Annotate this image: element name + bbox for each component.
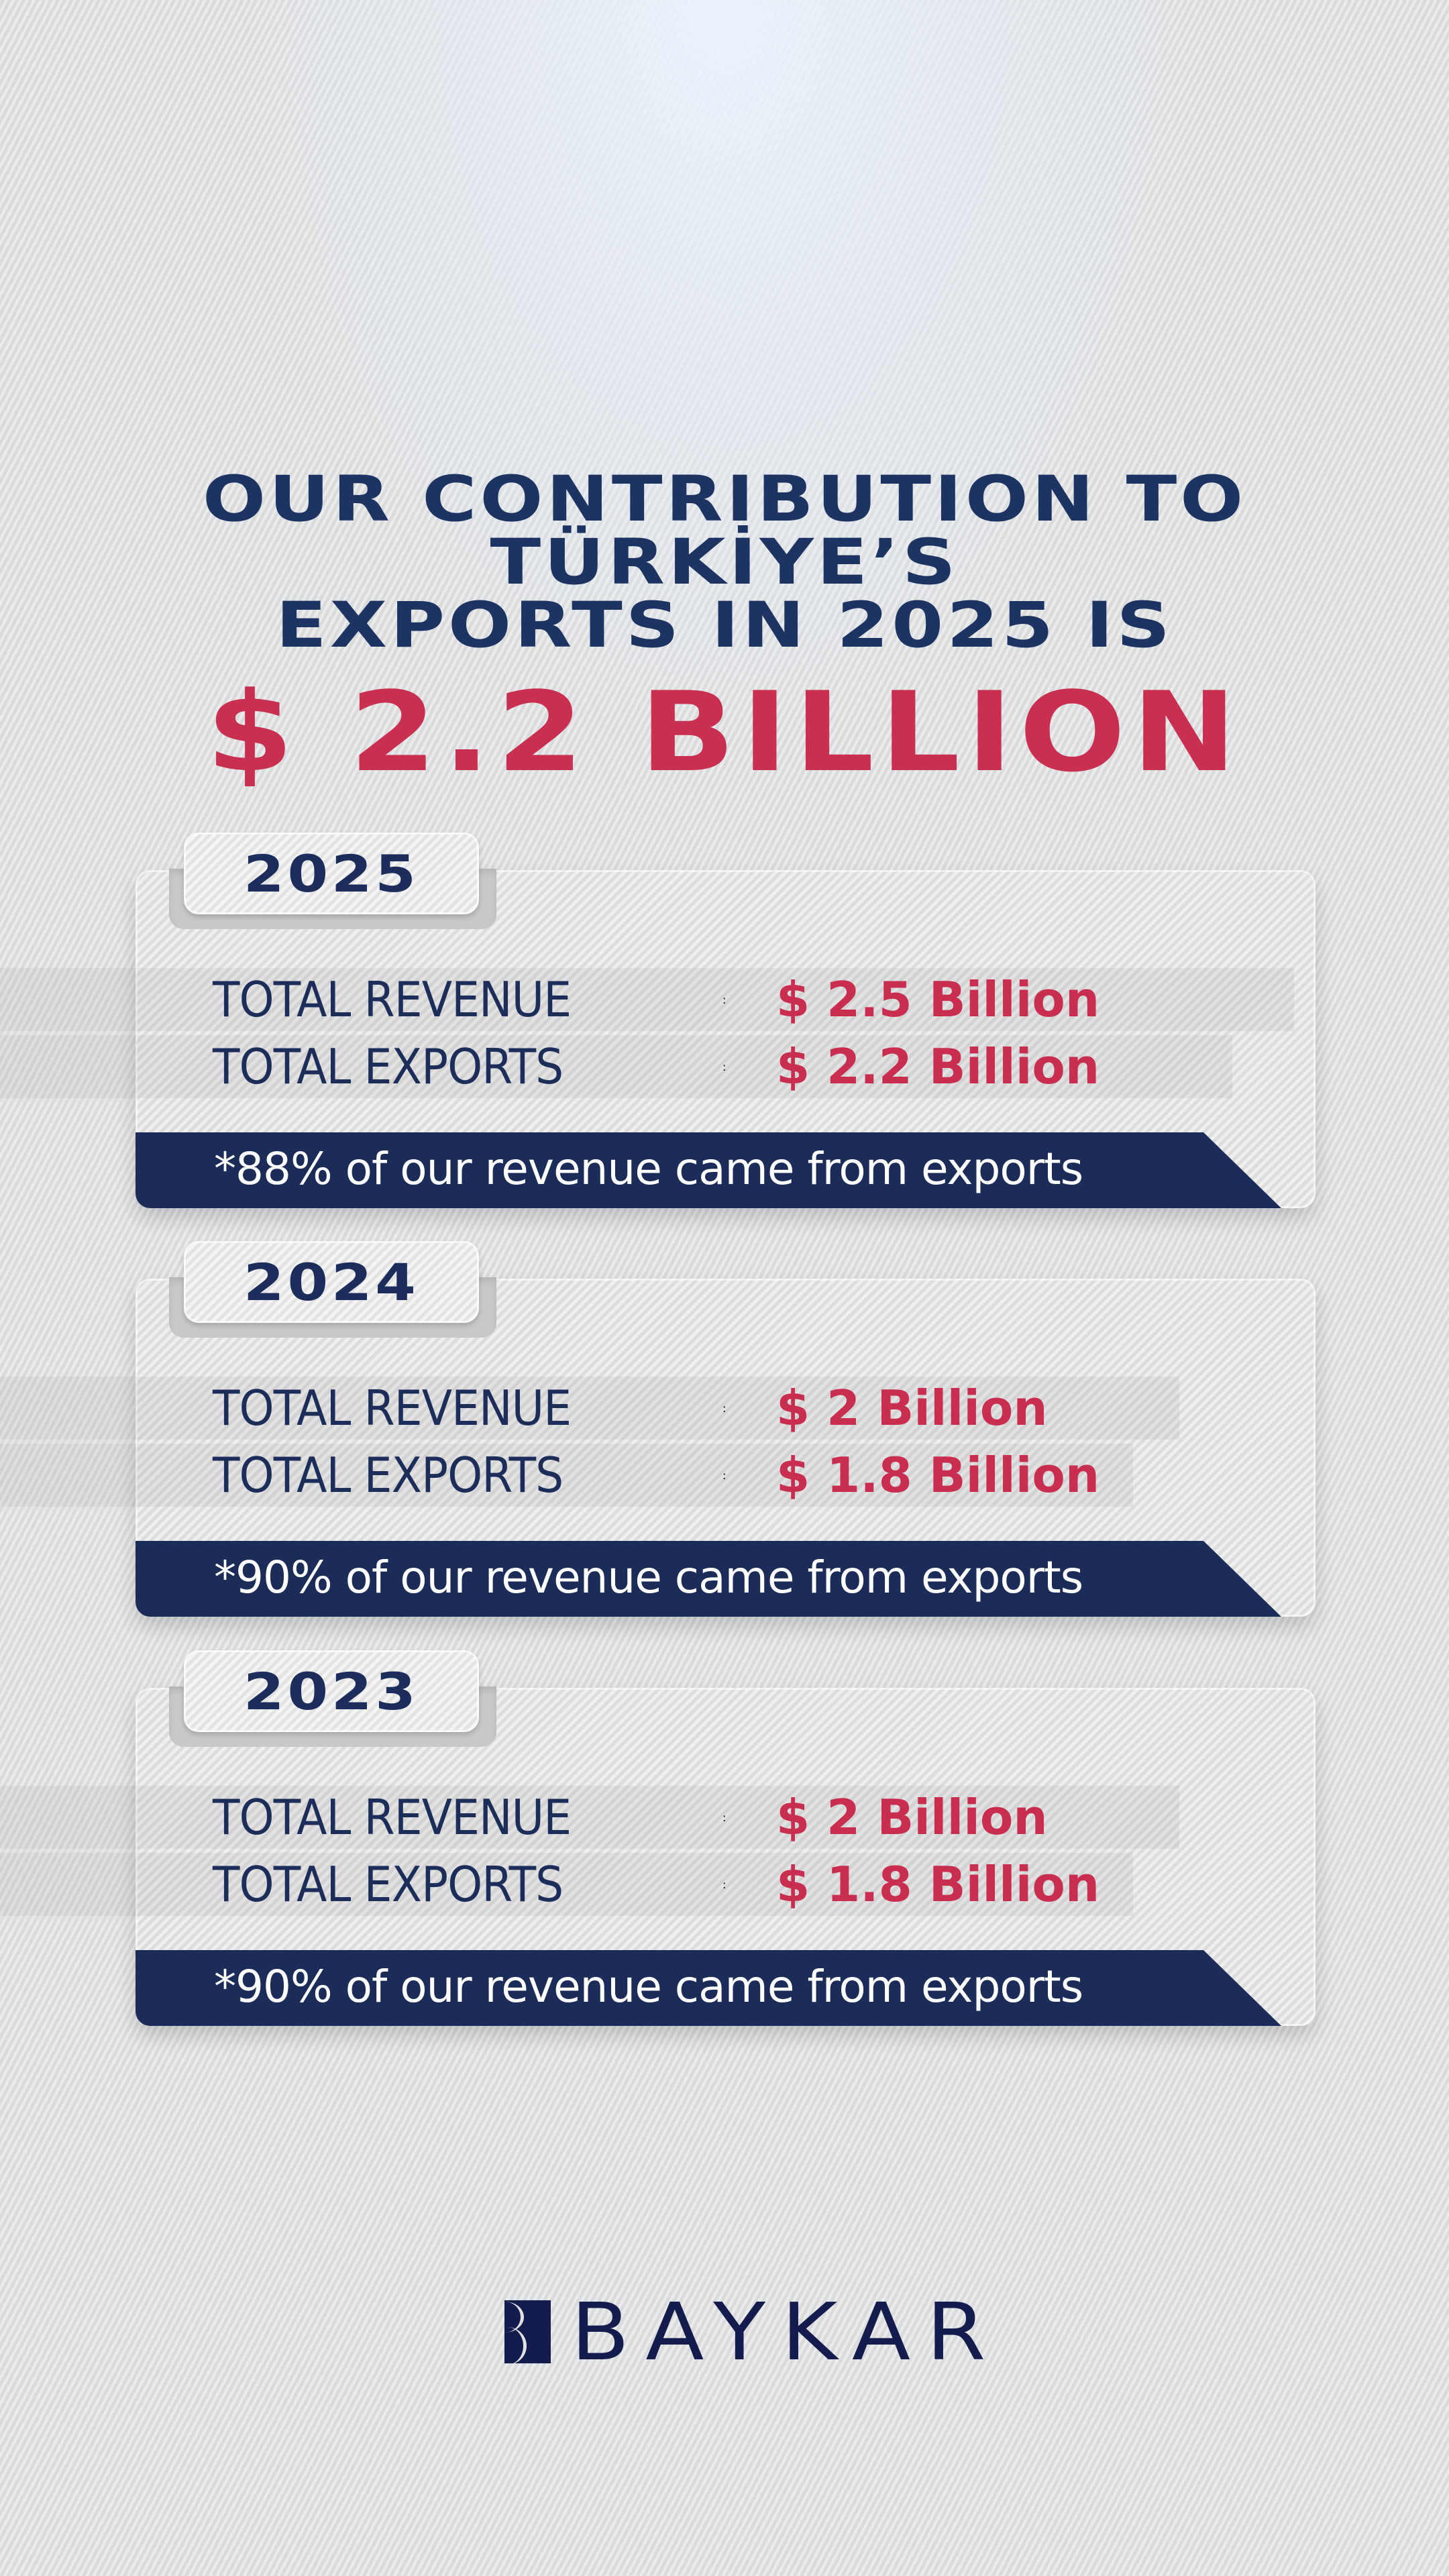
revenue-separator: : — [722, 993, 727, 1006]
year-label: 2024 — [244, 1252, 419, 1312]
revenue-separator: : — [722, 1811, 727, 1824]
export-share-banner: *88% of our revenue came from exports — [136, 1132, 1281, 1208]
exports-stripe-left — [0, 1444, 136, 1511]
exports-value: $ 2.2 Billion — [776, 1038, 1100, 1095]
headline-line-3: EXPORTS IN 2025 IS — [276, 589, 1173, 662]
logo-wordmark: BAYKAR — [571, 2286, 1002, 2378]
revenue-stripe-left — [0, 1786, 136, 1853]
exports-row: TOTAL EXPORTS : $ 1.8 Billion — [213, 1444, 1099, 1507]
revenue-separator: : — [722, 1401, 727, 1415]
headline: OUR CONTRIBUTION TO TÜRKİYE’S EXPORTS IN… — [0, 468, 1449, 657]
year-label: 2025 — [244, 843, 419, 904]
revenue-bar — [136, 1377, 1179, 1440]
year-label: 2023 — [244, 1661, 419, 1721]
exports-label: TOTAL EXPORTS — [213, 1447, 564, 1503]
revenue-stripe-left — [0, 968, 136, 1035]
export-share-banner: *90% of our revenue came from exports — [136, 1950, 1281, 2026]
headline-amount: $ 2.2 BILLION — [206, 668, 1243, 796]
baykar-b-mark-icon — [504, 2300, 551, 2363]
year-tab: 2024 — [184, 1241, 479, 1323]
exports-separator: : — [722, 1468, 727, 1482]
year-tab: 2025 — [184, 833, 479, 914]
revenue-value: $ 2.5 Billion — [776, 971, 1100, 1028]
export-share-note: *90% of our revenue came from exports — [214, 1961, 1083, 2012]
exports-stripe-left — [0, 1035, 136, 1102]
headline-line-1: OUR CONTRIBUTION TO — [202, 463, 1247, 536]
revenue-label: TOTAL REVENUE — [213, 1380, 572, 1436]
baykar-logo: BAYKAR — [504, 2292, 985, 2371]
exports-value: $ 1.8 Billion — [776, 1447, 1100, 1503]
exports-separator: : — [722, 1878, 727, 1891]
revenue-row: TOTAL REVENUE : $ 2.5 Billion — [213, 968, 1099, 1031]
headline-line-2: TÜRKİYE’S — [490, 526, 959, 599]
exports-bar — [136, 1444, 1133, 1507]
export-share-note: *88% of our revenue came from exports — [214, 1143, 1083, 1195]
year-tab: 2023 — [184, 1650, 479, 1732]
revenue-value: $ 2 Billion — [776, 1380, 1048, 1436]
revenue-row: TOTAL REVENUE : $ 2 Billion — [213, 1786, 1048, 1849]
exports-row: TOTAL EXPORTS : $ 2.2 Billion — [213, 1035, 1099, 1098]
revenue-stripe-left — [0, 1377, 136, 1444]
year-card-2023: 2023 TOTAL REVENUE : $ 2 Billion TOTAL E… — [136, 1650, 1316, 2026]
exports-label: TOTAL EXPORTS — [213, 1856, 564, 1913]
exports-value: $ 1.8 Billion — [776, 1856, 1100, 1913]
exports-bar — [136, 1035, 1232, 1098]
export-share-banner: *90% of our revenue came from exports — [136, 1541, 1281, 1617]
revenue-bar — [136, 1786, 1179, 1849]
year-card-2025: 2025 TOTAL REVENUE : $ 2.5 Billion TOTAL… — [136, 833, 1316, 1208]
revenue-label: TOTAL REVENUE — [213, 1789, 572, 1845]
exports-row: TOTAL EXPORTS : $ 1.8 Billion — [213, 1853, 1099, 1916]
revenue-label: TOTAL REVENUE — [213, 971, 572, 1028]
revenue-row: TOTAL REVENUE : $ 2 Billion — [213, 1377, 1048, 1440]
exports-bar — [136, 1853, 1133, 1916]
revenue-bar — [136, 968, 1294, 1031]
exports-label: TOTAL EXPORTS — [213, 1038, 564, 1095]
revenue-value: $ 2 Billion — [776, 1789, 1048, 1845]
export-share-note: *90% of our revenue came from exports — [214, 1552, 1083, 1603]
year-card-2024: 2024 TOTAL REVENUE : $ 2 Billion TOTAL E… — [136, 1241, 1316, 1617]
exports-separator: : — [722, 1060, 727, 1073]
exports-stripe-left — [0, 1853, 136, 1920]
